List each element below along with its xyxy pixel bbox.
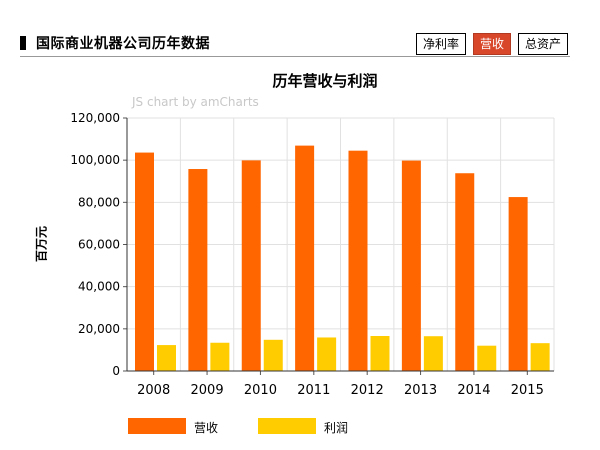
- x-tick-label: 2014: [457, 383, 490, 398]
- bar-profit: [530, 343, 550, 371]
- page-title: 国际商业机器公司历年数据: [36, 36, 210, 52]
- header-marker: [20, 36, 26, 50]
- x-tick-label: 2009: [191, 383, 224, 398]
- bar-profit: [263, 339, 283, 371]
- bar-revenue: [135, 152, 154, 371]
- bar-revenue: [348, 150, 368, 371]
- tab-net-margin[interactable]: 净利率: [415, 33, 466, 55]
- bar-revenue: [455, 173, 475, 371]
- bar-revenue: [508, 197, 528, 371]
- legend-label-profit: 利润: [324, 421, 349, 435]
- tab-total-assets[interactable]: 总资产: [517, 33, 568, 55]
- bar-profit: [370, 336, 390, 371]
- bar-profit: [477, 345, 497, 371]
- bar-revenue: [295, 145, 315, 371]
- bar-revenue: [188, 169, 208, 371]
- legend-swatch-revenue: [128, 418, 186, 434]
- bar-profit: [157, 345, 176, 371]
- x-tick-label: 2011: [297, 383, 330, 398]
- bar-profit: [210, 342, 230, 371]
- legend-swatch-profit: [258, 418, 316, 434]
- chart-title: 历年营收与利润: [272, 72, 378, 90]
- tab-bar: 净利率 营收 总资产: [409, 33, 568, 55]
- legend-label-revenue: 营收: [194, 421, 219, 435]
- tab-revenue[interactable]: 营收: [472, 33, 511, 55]
- bar-profit: [317, 337, 337, 371]
- chart-watermark: JS chart by amCharts: [132, 95, 259, 109]
- header-divider: [20, 56, 570, 57]
- header: 国际商业机器公司历年数据 净利率 营收 总资产: [0, 0, 600, 58]
- y-tick-label: 100,000: [70, 153, 120, 167]
- y-tick-label: 20,000: [78, 322, 120, 336]
- y-tick-label: 0: [112, 364, 120, 378]
- x-tick-label: 2012: [351, 383, 384, 398]
- x-tick-label: 2008: [137, 383, 170, 398]
- x-tick-label: 2013: [404, 383, 437, 398]
- y-tick-label: 40,000: [78, 280, 120, 294]
- bar-revenue: [241, 160, 261, 371]
- x-tick-label: 2010: [244, 383, 277, 398]
- bar-revenue: [401, 160, 421, 371]
- x-tick-label: 2015: [511, 383, 544, 398]
- y-tick-label: 60,000: [78, 238, 120, 252]
- bar-profit: [423, 336, 443, 371]
- y-tick-label: 120,000: [70, 111, 120, 125]
- y-tick-label: 80,000: [78, 195, 120, 209]
